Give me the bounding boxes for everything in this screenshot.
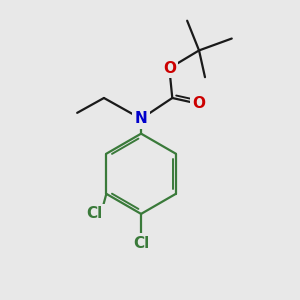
Text: O: O	[193, 96, 206, 111]
Text: Cl: Cl	[133, 236, 149, 250]
Text: N: N	[135, 111, 148, 126]
Text: O: O	[163, 61, 176, 76]
Text: Cl: Cl	[86, 206, 103, 221]
